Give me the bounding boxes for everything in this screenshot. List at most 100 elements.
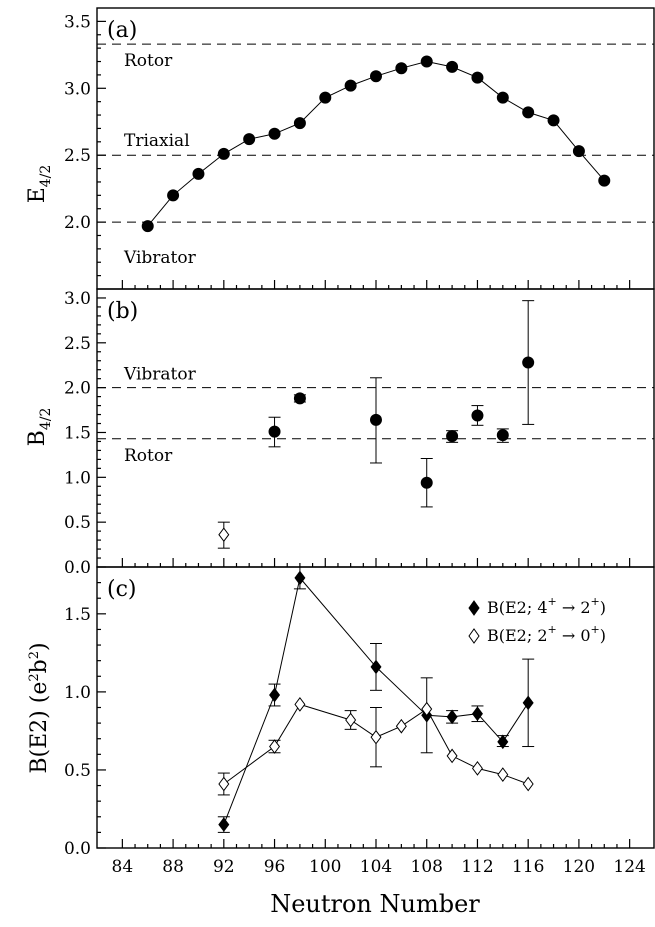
panel-c-ytick-label: 1.5 [64, 605, 91, 625]
panel-a-ref-label: Vibrator [123, 248, 197, 268]
panel-a-series-0-point [319, 91, 332, 104]
panel-b-series-0-point [293, 392, 306, 405]
panel-c-series-1-point [294, 697, 306, 712]
legend: B(E2; 4+ → 2+) B(E2; 2+ → 0+) [468, 595, 606, 645]
x-axis: 84 88 92 96 100 104 108 112 116 120 124 [112, 857, 646, 877]
panel-b-ytick-label: 0.0 [64, 558, 91, 578]
panel-b-series-0-point [471, 409, 484, 422]
panel-c-series-1-point [395, 718, 407, 734]
panel-b-series-0-point [446, 430, 459, 443]
panel-b-label: (b) [107, 299, 138, 324]
panel-a-series-0-point [217, 147, 230, 160]
panel-c-ytick-label: 0.5 [64, 761, 91, 781]
panel-b-ylabel: B4/2 [25, 408, 54, 447]
panel-b-ytick-label: 1.0 [64, 468, 91, 488]
panel-a-series-0-point [522, 106, 535, 119]
panel-b-ytick-label: 2.0 [64, 379, 91, 399]
panel-c-ytick-label: 1.0 [64, 683, 91, 703]
open-diamond-icon [468, 628, 480, 644]
panel-c-series-1-point [446, 748, 458, 764]
panel-a-ytick-label: 3.0 [64, 79, 91, 99]
panel-c-series-0-point [522, 695, 534, 711]
panel-b-series-1 [217, 521, 230, 549]
panel-c-series-1-point [522, 776, 534, 792]
panel-a-series-0 [141, 55, 611, 233]
x-tick-label: 120 [563, 857, 595, 877]
panel-b-series-0-point [268, 425, 281, 438]
panel-c-series-1-point [497, 767, 509, 782]
panel-a-ytick-label: 3.5 [64, 12, 91, 32]
panel-a-label: (a) [107, 18, 137, 43]
panel-a-series-0-point [496, 91, 509, 104]
panel-a-series-0-point [420, 55, 433, 68]
x-tick-label: 88 [162, 857, 184, 877]
panel-a-ylabel: E4/2 [25, 165, 54, 204]
panel-c-ytick-label: 0.0 [64, 839, 91, 859]
panel-c-series-1-point [471, 761, 483, 776]
panel-a-series-0-point [572, 145, 585, 158]
x-tick-label: 124 [613, 857, 645, 877]
panel-c-series-0-point [218, 817, 230, 832]
panel-b-series-0-point [522, 356, 535, 369]
panel-b-ref-label: Rotor [124, 446, 173, 466]
panel-a: (a) 2.0 2.5 3.0 3.5 Rotor Triaxial Vibrator [64, 12, 654, 289]
panel-a-ref-label: Rotor [124, 51, 173, 71]
panel-c-series-1 [217, 697, 534, 796]
panel-a-series-0-point [268, 127, 281, 140]
panel-a-series-0-point [547, 114, 560, 127]
x-tick-label: 92 [213, 857, 235, 877]
panel-a-series-0-point [293, 117, 306, 130]
panel-c-label: (c) [107, 577, 137, 602]
panel-a-series-0-point [395, 62, 408, 75]
panel-c-series-1-point [345, 712, 357, 728]
panel-b-ytick-label: 3.0 [64, 289, 91, 309]
x-tick-label: 100 [309, 857, 341, 877]
x-tick-label: 116 [512, 857, 544, 877]
panel-a-series-0-point [141, 220, 154, 233]
panel-c-series-0-point [471, 706, 483, 722]
panel-b-series-0 [268, 300, 535, 508]
panel-b-ytick-label: 1.5 [64, 423, 91, 443]
panel-a-series-0-point [598, 174, 611, 187]
panel-a-series-0-point [192, 167, 205, 180]
panel-c-series-0-point [370, 659, 382, 675]
panel-b-series-1-point [218, 527, 230, 543]
panel-c-series-1-point [370, 729, 382, 745]
panel-c-series-0-point [446, 709, 458, 725]
legend-label-4-2: B(E2; 4+ → 2+) [487, 595, 606, 617]
panel-c: (c) 0.0 0.5 1.0 1.5 [64, 566, 631, 859]
panel-c-series-0-point [294, 570, 306, 586]
panel-b-series-0-point [496, 429, 509, 442]
x-tick-label: 84 [112, 857, 134, 877]
x-tick-label: 104 [360, 857, 392, 877]
panel-c-series-0-point [269, 687, 281, 703]
panel-b-ref-label: Vibrator [123, 365, 197, 385]
legend-item-4-2: B(E2; 4+ → 2+) [468, 595, 606, 617]
panel-b-ytick-label: 0.5 [64, 513, 91, 533]
panel-a-series-0-point [344, 79, 357, 92]
panel-a-ref-label: Triaxial [124, 131, 190, 151]
panel-a-series-0-point [243, 133, 256, 146]
panel-c-series-0-point [497, 734, 509, 750]
panel-a-series-0-point [446, 60, 459, 73]
x-axis-title: Neutron Number [270, 890, 480, 918]
panel-a-series-0-point [167, 189, 180, 202]
panel-a-series-0-line [147, 60, 605, 227]
panel-b-ytick-label: 2.5 [64, 334, 91, 354]
panel-a-ytick-label: 2.0 [64, 213, 91, 233]
x-tick-label: 112 [461, 857, 493, 877]
filled-diamond-icon [468, 600, 480, 616]
panel-contents: (a) 2.0 2.5 3.0 3.5 Rotor Triaxial Vibrator (b) 0… [64, 12, 654, 877]
x-tick-label: 108 [411, 857, 443, 877]
panel-c-series-1-point [421, 701, 433, 717]
panel-c-series-1-point [218, 776, 230, 792]
panel-a-series-0-point [471, 71, 484, 84]
panel-a-series-0-point [370, 70, 382, 83]
legend-item-2-0: B(E2; 2+ → 0+) [468, 623, 606, 645]
panel-c-series-1-point [269, 739, 281, 754]
legend-label-2-0: B(E2; 2+ → 0+) [487, 623, 606, 645]
x-tick-label: 96 [264, 857, 286, 877]
panel-b-series-0-point [370, 413, 382, 426]
